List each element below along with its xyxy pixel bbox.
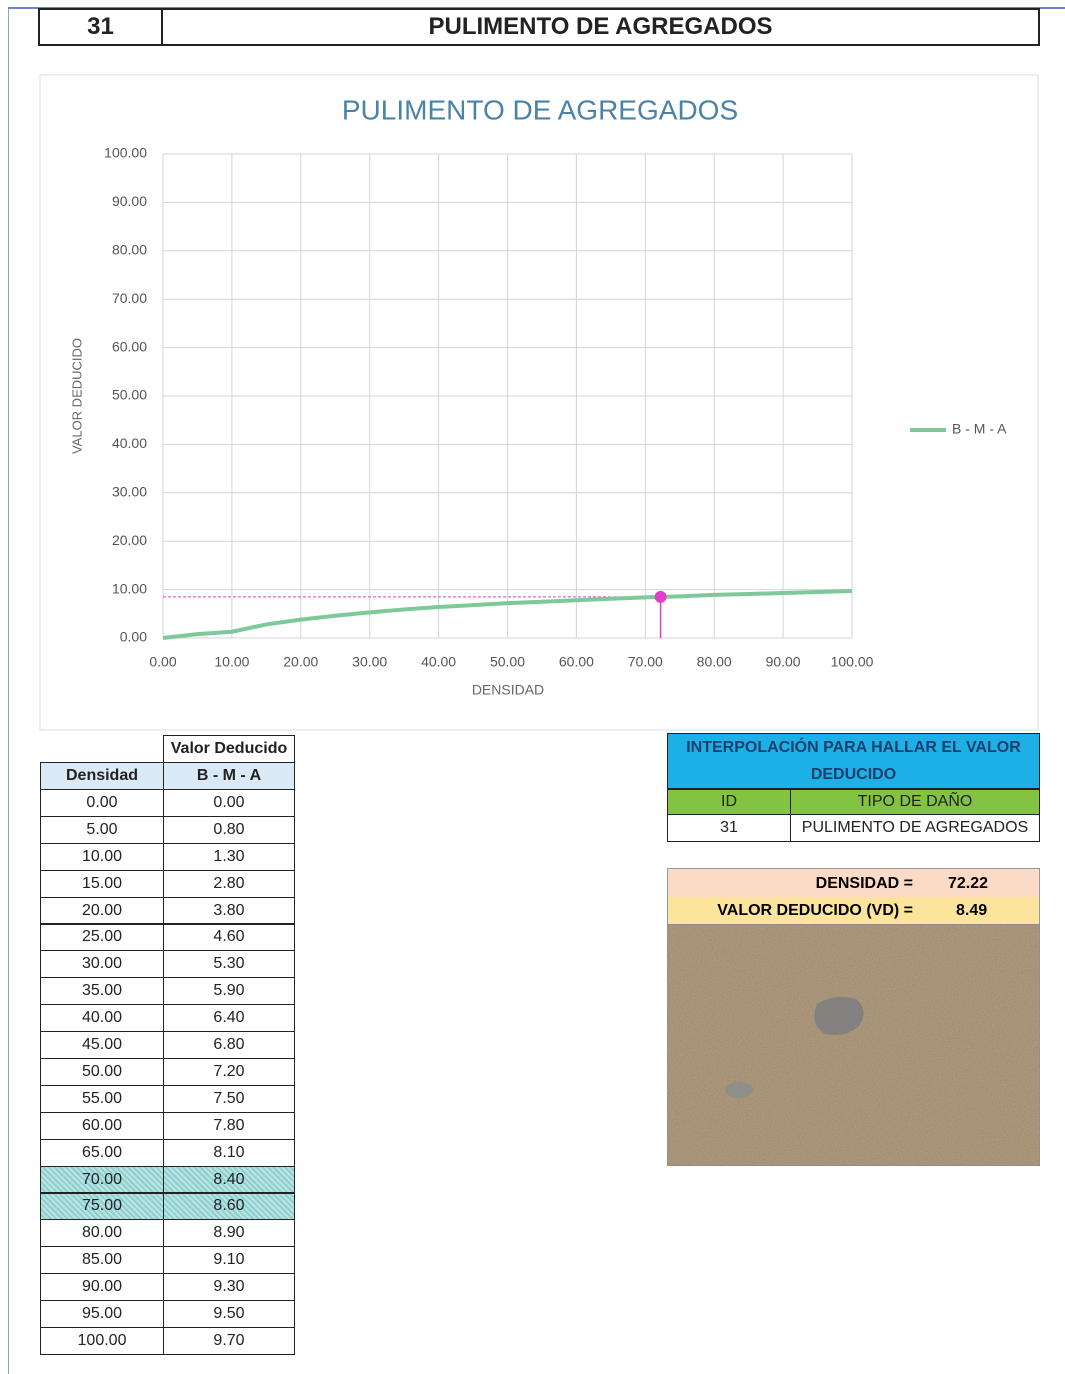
series-line (162, 589, 853, 640)
y-tick-label: 30.00 (112, 484, 147, 500)
table-cell: 0.00 (163, 789, 295, 817)
vd-value: 8.49 (956, 902, 988, 919)
y-tick-label: 100.00 (104, 145, 147, 161)
table-cell: 95.00 (40, 1300, 164, 1328)
chart: PULIMENTO DE AGREGADOS DENSIDAD VALOR DE… (39, 74, 1039, 731)
table-cell: 3.80 (163, 896, 295, 925)
y-tick-label: 20.00 (112, 532, 147, 548)
y-tick-label: 80.00 (112, 242, 147, 258)
table-cell: 65.00 (40, 1138, 164, 1167)
vd-label: VALOR DEDUCIDO (VD) = (717, 902, 913, 919)
table-cell: 7.50 (163, 1084, 295, 1113)
table-cell: 9.70 (163, 1327, 295, 1355)
vd-row: VALOR DEDUCIDO (VD) = 8.49 (668, 897, 1039, 924)
table-cell: 6.80 (163, 1031, 295, 1059)
table-cell: 4.60 (163, 923, 295, 952)
y-tick-label: 0.00 (120, 629, 147, 645)
table-cell: 5.90 (163, 977, 295, 1006)
table-cell: 100.00 (40, 1327, 164, 1355)
interp-title: INTERPOLACIÓN PARA HALLAR EL VALOR DEDUC… (667, 733, 1040, 789)
density-label: DENSIDAD = (815, 875, 913, 892)
table-cell: 45.00 (40, 1031, 164, 1059)
table-cell: 85.00 (40, 1246, 164, 1275)
legend-label: B - M - A (952, 421, 1007, 437)
table-cell: 9.10 (163, 1246, 295, 1275)
table-cell: 8.40 (163, 1165, 295, 1194)
table-cell: 35.00 (40, 977, 164, 1006)
interp-col: TIPO DE DAÑO (790, 789, 1040, 815)
table-cell: 0.80 (163, 815, 295, 844)
table-cell: 8.90 (163, 1219, 295, 1248)
table-cell: 7.20 (163, 1058, 295, 1086)
x-tick-label: 70.00 (628, 654, 663, 670)
y-tick-label: 60.00 (112, 338, 147, 354)
table-cell: 6.40 (163, 1004, 295, 1033)
y-tick-label: 70.00 (112, 290, 147, 306)
interp-col: ID (667, 789, 791, 815)
table-cell: 10.00 (40, 842, 164, 871)
interp-cell: 31 (667, 814, 791, 842)
density-value: 72.22 (948, 875, 989, 892)
chart-title: PULIMENTO DE AGREGADOS (342, 94, 738, 125)
density-row: DENSIDAD = 72.22 (668, 869, 1039, 897)
table-cell: 5.30 (163, 950, 295, 979)
table-cell: 50.00 (40, 1058, 164, 1086)
x-tick-label: 50.00 (490, 654, 525, 670)
column-header: B - M - A (163, 762, 295, 790)
table-cell: 90.00 (40, 1273, 164, 1302)
x-tick-label: 0.00 (149, 654, 176, 670)
x-tick-label: 80.00 (697, 654, 732, 670)
table-cell: 2.80 (163, 869, 295, 898)
table-cell: 8.60 (163, 1192, 295, 1221)
x-tick-label: 20.00 (283, 654, 318, 670)
table-cell: 1.30 (163, 842, 295, 871)
table-cell: 25.00 (40, 923, 164, 952)
x-tick-label: 40.00 (421, 654, 456, 670)
y-tick-label: 40.00 (112, 435, 147, 451)
table-cell: 9.30 (163, 1273, 295, 1302)
table-cell: 7.80 (163, 1111, 295, 1140)
table-cell: 5.00 (40, 815, 164, 844)
table-cell: 8.10 (163, 1138, 295, 1167)
table-cell: 40.00 (40, 1004, 164, 1033)
x-tick-label: 30.00 (352, 654, 387, 670)
y-tick-label: 90.00 (112, 193, 147, 209)
x-axis-label: DENSIDAD (472, 682, 544, 698)
table-cell: 20.00 (40, 896, 164, 925)
table-cell: 70.00 (40, 1165, 164, 1194)
table-cell: 15.00 (40, 869, 164, 898)
chart-area (39, 74, 1039, 731)
table-cell: 30.00 (40, 950, 164, 979)
table-cell: 75.00 (40, 1192, 164, 1221)
column-header: Densidad (40, 762, 164, 790)
point (654, 590, 667, 603)
table-cell: 80.00 (40, 1219, 164, 1248)
y-tick-label: 10.00 (112, 580, 147, 596)
table-cell: 55.00 (40, 1084, 164, 1113)
x-tick-label: 90.00 (766, 654, 801, 670)
table-cell: 9.50 (163, 1300, 295, 1328)
result-box: DENSIDAD = 72.22 VALOR DEDUCIDO (VD) = 8… (667, 868, 1040, 924)
x-tick-label: 10.00 (214, 654, 249, 670)
x-tick-label: 100.00 (831, 654, 874, 670)
table-cell: 60.00 (40, 1111, 164, 1140)
header-title: PULIMENTO DE AGREGADOS (161, 8, 1040, 46)
y-axis-label: VALOR DEDUCIDO (69, 338, 84, 454)
group-header: Valor Deducido (163, 735, 295, 763)
pavement-photo (667, 924, 1040, 1166)
page-border (8, 8, 9, 1374)
y-tick-label: 50.00 (112, 387, 147, 403)
x-tick-label: 60.00 (559, 654, 594, 670)
table-cell: 0.00 (40, 789, 164, 817)
interp-cell: PULIMENTO DE AGREGADOS (790, 814, 1040, 842)
